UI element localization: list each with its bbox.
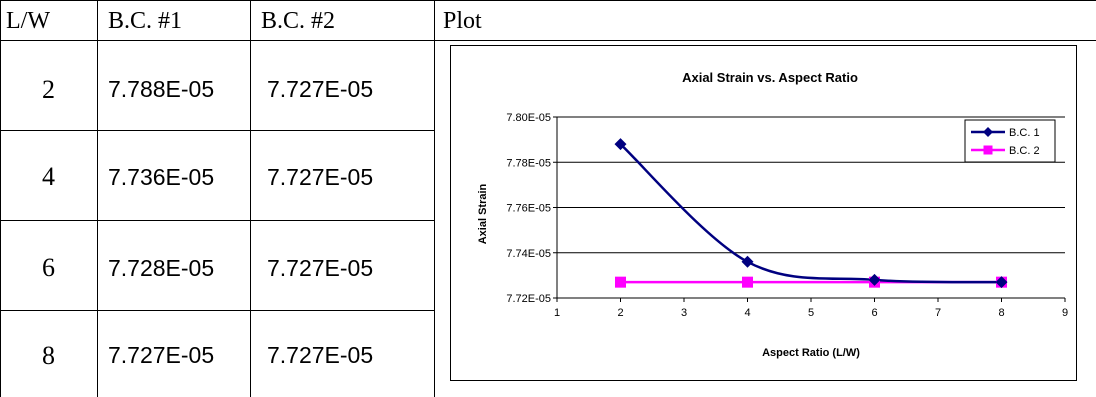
row-bc1: 7.788E-05 bbox=[108, 76, 215, 102]
legend-label: B.C. 2 bbox=[1009, 145, 1040, 157]
row-bc1: 7.727E-05 bbox=[108, 342, 215, 368]
chart-title: Axial Strain vs. Aspect Ratio bbox=[682, 70, 858, 85]
y-tick-label: 7.78E-05 bbox=[506, 157, 551, 169]
row-bc2: 7.727E-05 bbox=[267, 255, 374, 281]
x-axis-label: Aspect Ratio (L/W) bbox=[762, 347, 860, 359]
row-bc2: 7.727E-05 bbox=[267, 76, 374, 102]
series-line-1 bbox=[619, 143, 1002, 284]
table-col-divider bbox=[97, 0, 98, 397]
header-bc2: B.C. #2 bbox=[261, 8, 336, 34]
table-row-divider bbox=[0, 130, 434, 131]
table-col-divider bbox=[434, 0, 435, 397]
row-bc1: 7.736E-05 bbox=[108, 164, 215, 190]
header-lw: L/W bbox=[6, 8, 50, 34]
table-row-divider bbox=[0, 220, 434, 221]
data-point-bc1 bbox=[614, 138, 627, 151]
data-point-bc2 bbox=[742, 276, 753, 288]
x-tick-label: 4 bbox=[744, 307, 750, 319]
x-tick-label: 3 bbox=[681, 307, 687, 319]
chart-frame: Axial Strain vs. Aspect Ratio Axial Stra… bbox=[450, 45, 1077, 381]
x-tick-label: 8 bbox=[998, 307, 1004, 319]
x-tick-label: 7 bbox=[935, 307, 941, 319]
y-tick-label: 7.80E-05 bbox=[506, 112, 551, 124]
data-point-bc1 bbox=[995, 276, 1008, 289]
legend-label: B.C. 1 bbox=[1009, 127, 1040, 139]
data-point-bc1 bbox=[741, 255, 754, 268]
row-lw: 2 bbox=[42, 75, 55, 104]
y-tick-label: 7.72E-05 bbox=[506, 293, 551, 305]
row-lw: 6 bbox=[42, 253, 55, 282]
table-col-divider bbox=[250, 0, 251, 397]
table-header-divider bbox=[0, 40, 1096, 41]
legend-box bbox=[964, 119, 1056, 163]
row-bc2: 7.727E-05 bbox=[267, 342, 374, 368]
y-tick-label: 7.74E-05 bbox=[506, 248, 551, 260]
data-point-bc2 bbox=[615, 276, 626, 288]
data-point-bc1 bbox=[868, 273, 881, 286]
x-tick-label: 1 bbox=[554, 307, 560, 319]
legend-marker bbox=[983, 145, 993, 155]
table-col-divider bbox=[0, 0, 1, 397]
x-tick-label: 2 bbox=[617, 307, 623, 319]
x-tick-label: 9 bbox=[1062, 307, 1068, 319]
header-bc1: B.C. #1 bbox=[108, 8, 183, 34]
axial-strain-chart: Axial Strain vs. Aspect Ratio Axial Stra… bbox=[477, 70, 1068, 359]
row-bc2: 7.727E-05 bbox=[267, 164, 374, 190]
row-lw: 4 bbox=[42, 162, 55, 191]
y-axis-label: Axial Strain bbox=[477, 183, 489, 244]
row-lw: 8 bbox=[42, 341, 55, 370]
table-top-border bbox=[0, 0, 1096, 1]
row-bc1: 7.728E-05 bbox=[108, 255, 215, 281]
header-plot: Plot bbox=[443, 8, 482, 34]
table-row-divider bbox=[0, 310, 434, 311]
legend-marker bbox=[983, 127, 993, 137]
x-tick-label: 6 bbox=[871, 307, 877, 319]
x-tick-label: 5 bbox=[808, 307, 814, 319]
y-tick-label: 7.76E-05 bbox=[506, 203, 551, 215]
